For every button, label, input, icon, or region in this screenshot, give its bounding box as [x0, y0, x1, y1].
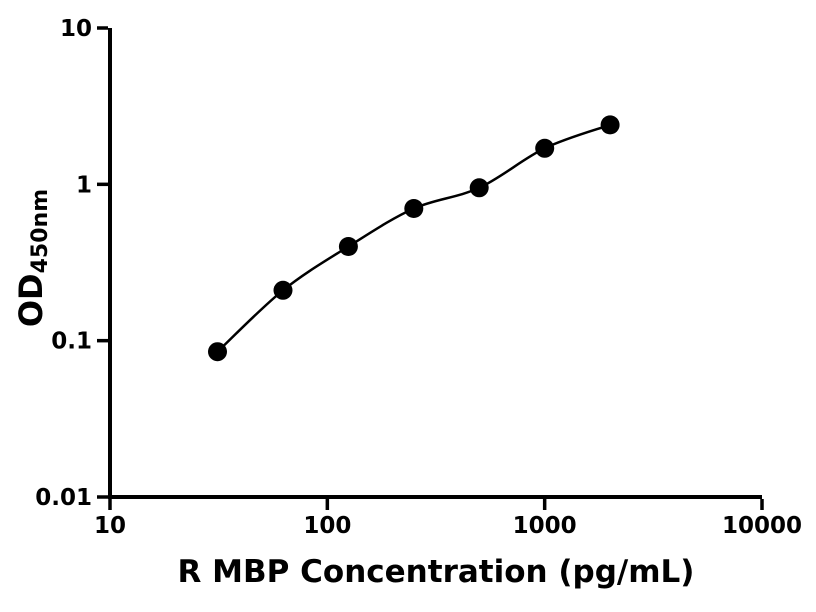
data-point	[338, 237, 358, 256]
y-axis-tick-label: 0.01	[35, 485, 92, 511]
y-axis-tick-label: 10	[60, 16, 92, 42]
y-axis-title-main: OD	[12, 273, 50, 328]
y-axis-title-subscript: 450nm	[28, 188, 53, 274]
y-axis-tick-label: 1	[76, 172, 92, 198]
data-point	[469, 178, 489, 198]
x-axis-tick-label: 1000	[513, 513, 577, 539]
x-axis-title: R MBP Concentration (pg/mL)	[177, 554, 695, 590]
y-axis-title: OD450nm	[7, 148, 55, 368]
data-point	[273, 280, 293, 300]
data-point	[208, 342, 227, 362]
data-point	[535, 138, 555, 158]
data-point	[600, 115, 620, 135]
axes	[108, 28, 762, 499]
data-point	[404, 199, 424, 218]
y-axis-tick-label: 0.1	[51, 329, 92, 355]
x-axis-tick-label: 10	[94, 513, 126, 539]
x-axis-tick-label: 100	[303, 513, 351, 539]
fit-curve	[216, 123, 611, 353]
x-axis-tick-label: 10000	[722, 513, 802, 539]
